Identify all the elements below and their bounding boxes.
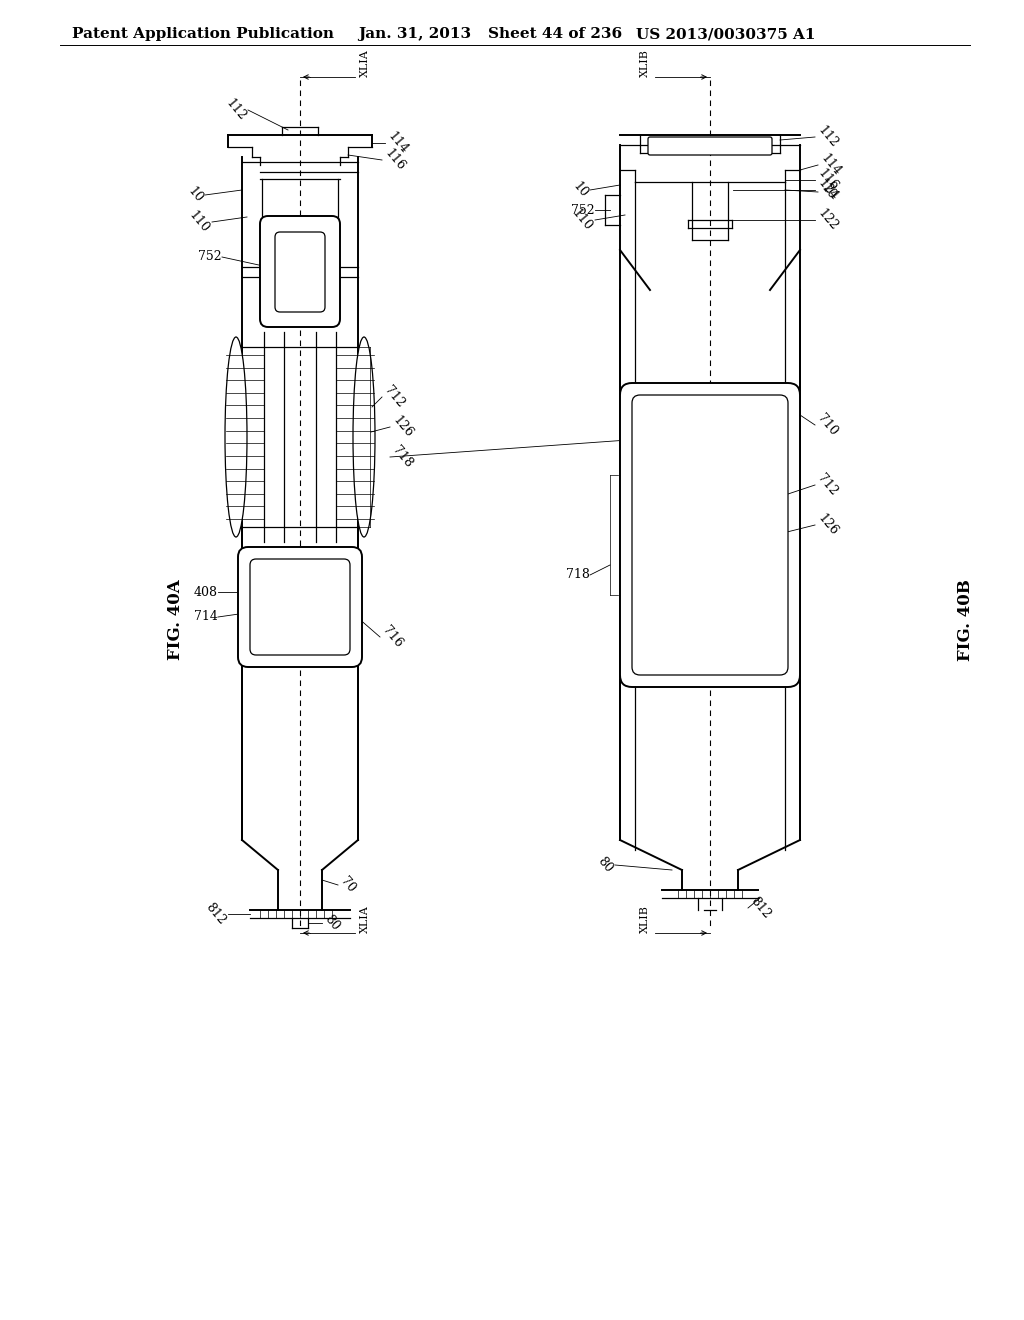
Text: 122: 122 [815, 207, 841, 234]
Text: 114: 114 [385, 129, 411, 156]
Text: 716: 716 [380, 623, 406, 651]
Text: XLIA: XLIA [360, 49, 370, 77]
Text: XLIB: XLIB [640, 906, 650, 933]
FancyBboxPatch shape [260, 216, 340, 327]
Text: Sheet 44 of 236: Sheet 44 of 236 [488, 26, 623, 41]
Text: XLIA: XLIA [360, 906, 370, 933]
FancyBboxPatch shape [620, 383, 800, 686]
Text: 110: 110 [186, 209, 212, 235]
Text: 110: 110 [569, 207, 595, 234]
Text: XLIB: XLIB [640, 49, 650, 77]
FancyBboxPatch shape [275, 232, 325, 312]
Text: 126: 126 [390, 413, 416, 441]
Text: 116: 116 [382, 147, 408, 173]
Text: 10: 10 [569, 180, 590, 201]
Text: Patent Application Publication: Patent Application Publication [72, 26, 334, 41]
Text: 126: 126 [815, 512, 841, 539]
Text: 752: 752 [571, 203, 595, 216]
Text: 408: 408 [194, 586, 218, 598]
Text: 80: 80 [322, 912, 342, 933]
Text: 112: 112 [222, 96, 248, 123]
Text: 710: 710 [815, 412, 841, 438]
Text: 112: 112 [815, 124, 841, 150]
Text: 712: 712 [815, 471, 841, 498]
Text: US 2013/0030375 A1: US 2013/0030375 A1 [636, 26, 815, 41]
Text: 116: 116 [815, 166, 841, 193]
FancyBboxPatch shape [250, 558, 350, 655]
Text: Jan. 31, 2013: Jan. 31, 2013 [358, 26, 471, 41]
FancyBboxPatch shape [238, 546, 362, 667]
Text: 114: 114 [818, 152, 844, 178]
Ellipse shape [225, 337, 247, 537]
Text: 718: 718 [566, 569, 590, 582]
Ellipse shape [353, 337, 375, 537]
Text: 812: 812 [748, 895, 773, 921]
Text: 812: 812 [203, 900, 228, 928]
Text: 10: 10 [184, 185, 205, 206]
FancyBboxPatch shape [648, 137, 772, 154]
Text: 752: 752 [199, 251, 222, 264]
Text: 124: 124 [815, 177, 841, 203]
Text: 70: 70 [338, 875, 358, 895]
Text: 714: 714 [195, 610, 218, 623]
Text: FIG. 40B: FIG. 40B [956, 579, 974, 661]
FancyBboxPatch shape [632, 395, 788, 675]
Text: 718: 718 [390, 444, 416, 470]
Text: 10: 10 [818, 182, 839, 202]
Text: 80: 80 [595, 854, 615, 875]
Text: FIG. 40A: FIG. 40A [167, 579, 183, 660]
Text: 712: 712 [382, 384, 408, 411]
